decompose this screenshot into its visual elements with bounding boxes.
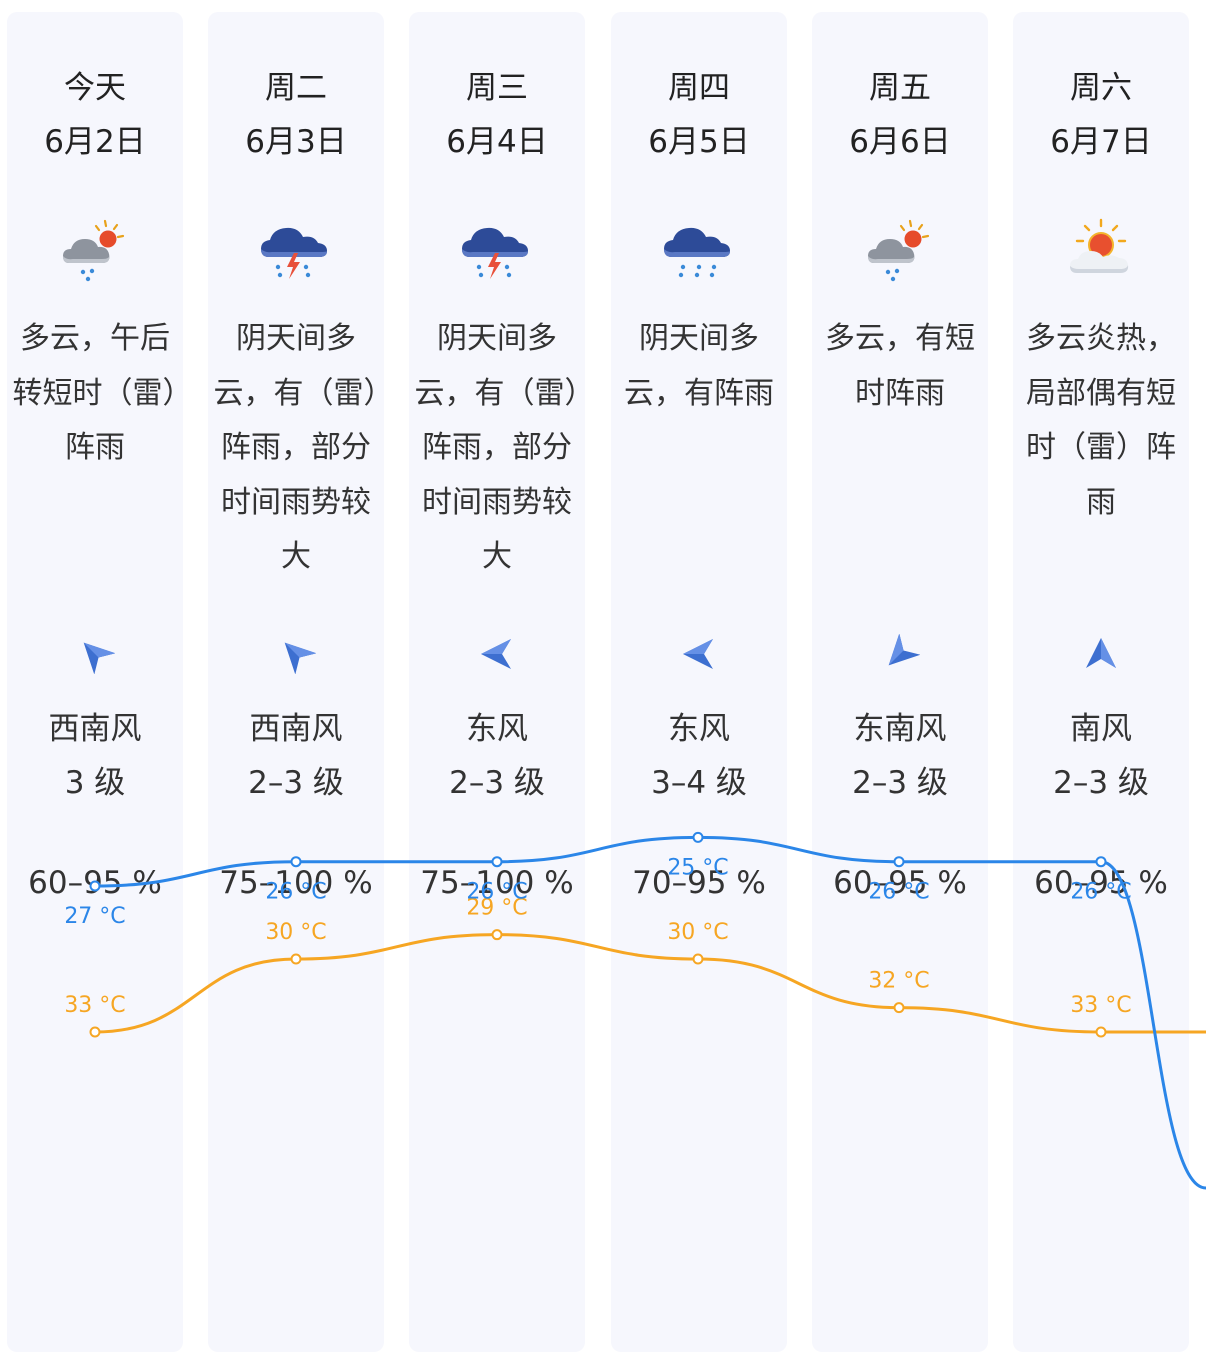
day-column[interactable]: 周六 6月7日 多云炎热，局部偶有短时（雷）阵雨 南风 2–3 级 60–95 … bbox=[1013, 12, 1189, 1352]
wind-direction: 南风 bbox=[1070, 711, 1132, 747]
wind-direction: 东风 bbox=[668, 711, 730, 747]
wind-direction: 东南风 bbox=[853, 711, 947, 747]
low-temp-label: 26 °C bbox=[265, 880, 326, 905]
low-temp-label: 26 °C bbox=[868, 880, 929, 905]
high-temp-point bbox=[1095, 1026, 1107, 1038]
high-temp-label: 30 °C bbox=[265, 920, 326, 945]
wind-level: 2–3 级 bbox=[449, 765, 545, 801]
wind-direction-arrow-icon bbox=[208, 634, 384, 682]
wind-level: 2–3 级 bbox=[1053, 765, 1149, 801]
high-temp-point bbox=[491, 929, 503, 941]
low-temp-point bbox=[290, 856, 302, 868]
day-name: 今天 bbox=[64, 70, 126, 106]
day-name: 周五 bbox=[869, 70, 931, 106]
high-temp-point bbox=[893, 1002, 905, 1014]
wind-direction: 西南风 bbox=[48, 711, 142, 747]
wind-level: 3 级 bbox=[64, 765, 126, 801]
day-date: 6月5日 bbox=[648, 124, 750, 160]
partly-cloudy-showers-icon bbox=[812, 217, 988, 301]
sunny-hot-cloudy-icon bbox=[1013, 217, 1189, 301]
low-temp-point bbox=[692, 831, 704, 843]
day-name: 周三 bbox=[466, 70, 528, 106]
low-temp-point bbox=[491, 856, 503, 868]
low-temp-point bbox=[1095, 856, 1107, 868]
weather-description: 阴天间多云，有阵雨 bbox=[624, 321, 774, 411]
humidity: 75–100 % bbox=[219, 865, 373, 901]
weather-description: 多云炎热，局部偶有短时（雷）阵雨 bbox=[1026, 321, 1176, 520]
wind-direction-arrow-icon bbox=[611, 634, 787, 682]
low-temp-point bbox=[89, 880, 101, 892]
day-date: 6月7日 bbox=[1050, 124, 1152, 160]
wind-level: 3–4 级 bbox=[651, 765, 747, 801]
wind-direction-arrow-icon bbox=[1013, 634, 1189, 682]
wind-direction-arrow-icon bbox=[409, 634, 585, 682]
day-column[interactable]: 周三 6月4日 阴天间多云，有（雷）阵雨，部分时间雨势较大 东风 2–3 级 7… bbox=[409, 12, 585, 1352]
weather-description: 阴天间多云，有（雷）阵雨，部分时间雨势较大 bbox=[414, 321, 580, 574]
high-temp-label: 32 °C bbox=[868, 969, 929, 994]
humidity: 60–95 % bbox=[1034, 865, 1168, 901]
weather-description: 阴天间多云，有（雷）阵雨，部分时间雨势较大 bbox=[213, 321, 379, 574]
weather-description: 多云，午后转短时（雷）阵雨 bbox=[12, 321, 178, 465]
day-name: 周二 bbox=[265, 70, 327, 106]
wind-direction-arrow-icon bbox=[7, 634, 183, 682]
wind-direction: 西南风 bbox=[249, 711, 343, 747]
wind-level: 2–3 级 bbox=[248, 765, 344, 801]
high-temp-point bbox=[89, 1026, 101, 1038]
rain-showers-icon bbox=[611, 217, 787, 301]
high-temp-label: 33 °C bbox=[64, 993, 125, 1018]
day-column[interactable]: 周二 6月3日 阴天间多云，有（雷）阵雨，部分时间雨势较大 西南风 2–3 级 … bbox=[208, 12, 384, 1352]
humidity: 60–95 % bbox=[833, 865, 967, 901]
day-name: 周四 bbox=[668, 70, 730, 106]
day-date: 6月2日 bbox=[44, 124, 146, 160]
high-temp-line bbox=[94, 933, 1206, 1034]
low-temp-label: 26 °C bbox=[466, 880, 527, 905]
high-temp-point bbox=[290, 953, 302, 965]
high-temp-label: 33 °C bbox=[1070, 993, 1131, 1018]
high-temp-label: 29 °C bbox=[466, 896, 527, 921]
day-column[interactable]: 今天 6月2日 多云，午后转短时（雷）阵雨 西南风 3 级 60–95 % bbox=[7, 12, 183, 1352]
partly-cloudy-showers-icon bbox=[7, 217, 183, 301]
high-temp-point bbox=[692, 953, 704, 965]
low-temp-point bbox=[893, 856, 905, 868]
day-column[interactable]: 周五 6月6日 多云，有短时阵雨 东南风 2–3 级 60–95 % bbox=[812, 12, 988, 1352]
humidity: 75–100 % bbox=[420, 865, 574, 901]
wind-direction-arrow-icon bbox=[812, 634, 988, 682]
wind-direction: 东风 bbox=[466, 711, 528, 747]
day-date: 6月3日 bbox=[245, 124, 347, 160]
day-column[interactable]: 周四 6月5日 阴天间多云，有阵雨 东风 3–4 级 70–95 % bbox=[611, 12, 787, 1352]
high-temp-label: 30 °C bbox=[667, 920, 728, 945]
thunderstorm-icon bbox=[409, 217, 585, 301]
humidity: 70–95 % bbox=[632, 865, 766, 901]
weather-description: 多云，有短时阵雨 bbox=[825, 321, 975, 411]
day-name: 周六 bbox=[1070, 70, 1132, 106]
thunderstorm-icon bbox=[208, 217, 384, 301]
low-temp-line bbox=[94, 835, 1206, 1190]
day-date: 6月6日 bbox=[849, 124, 951, 160]
low-temp-label: 25 °C bbox=[667, 855, 728, 880]
low-temp-label: 26 °C bbox=[1070, 880, 1131, 905]
day-date: 6月4日 bbox=[446, 124, 548, 160]
wind-level: 2–3 级 bbox=[852, 765, 948, 801]
low-temp-label: 27 °C bbox=[64, 904, 125, 929]
